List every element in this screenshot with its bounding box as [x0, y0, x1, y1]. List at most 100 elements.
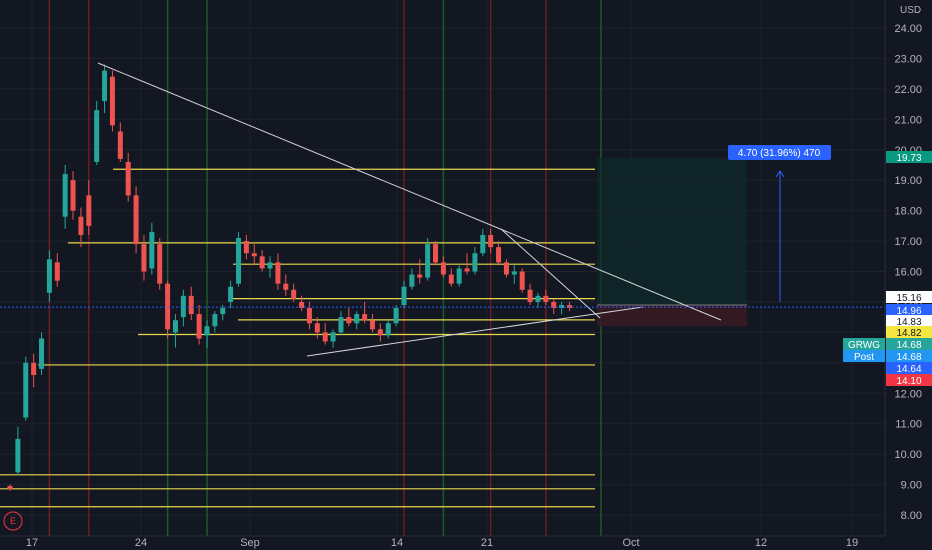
- price-tag-value: 14.83: [896, 317, 921, 328]
- candle-body: [15, 438, 21, 473]
- candle-body: [86, 195, 92, 226]
- position-tool[interactable]: [597, 157, 785, 327]
- candle-body: [94, 110, 100, 162]
- x-tick-label: 19: [846, 537, 858, 549]
- candle-body: [39, 338, 45, 369]
- candle-body: [496, 247, 502, 263]
- price-tag-value: 14.64: [896, 364, 921, 375]
- candle-body: [7, 486, 13, 490]
- trendlines[interactable]: [97, 62, 722, 357]
- candle-body: [275, 262, 281, 284]
- candle-body: [362, 314, 368, 321]
- price-tag-bg: [886, 374, 932, 386]
- candle-body: [54, 262, 60, 281]
- y-tick-label: 22.00: [894, 84, 922, 96]
- price-tag-bg: [886, 304, 932, 316]
- time-axis[interactable]: 17 24 Sep 14 21 Oct 12 19: [0, 535, 885, 549]
- y-tick-label: 12.00: [894, 388, 922, 400]
- x-tick-label: 14: [391, 537, 403, 549]
- price-tag-label-bg: [843, 338, 885, 350]
- y-tick-label: 19.00: [894, 175, 922, 187]
- candle-body: [188, 295, 194, 315]
- candle-body: [480, 234, 486, 254]
- trendline: [306, 306, 644, 357]
- currency-label: USD: [900, 5, 921, 16]
- candle-body: [425, 244, 431, 278]
- candle-body: [519, 271, 525, 290]
- candle-body: [172, 320, 178, 333]
- candle-body: [78, 216, 84, 235]
- candle-body: [527, 289, 533, 302]
- candle-body: [212, 314, 218, 327]
- candle-body: [23, 362, 29, 418]
- candle-body: [440, 262, 446, 275]
- y-tick-label: 8.00: [901, 510, 922, 522]
- y-tick-label: 21.00: [894, 114, 922, 126]
- candle-body: [165, 283, 171, 330]
- candle-body: [346, 317, 352, 324]
- earnings-badge[interactable]: E: [3, 511, 23, 531]
- y-tick-label: 11.00: [895, 419, 922, 431]
- y-tick-label: 10.00: [894, 449, 922, 461]
- y-tick-label: 24.00: [894, 23, 922, 35]
- target-arrow-head: [775, 170, 785, 178]
- price-tag-label: Post: [854, 352, 874, 363]
- price-tag-bg: [886, 315, 932, 327]
- candle-body: [157, 244, 163, 284]
- candle-body: [330, 332, 336, 342]
- candle-body: [228, 286, 234, 302]
- candle-body: [102, 70, 108, 102]
- candle-body: [141, 244, 147, 272]
- price-tag-value: 14.68: [896, 352, 921, 363]
- y-tick-label: 16.00: [894, 267, 922, 279]
- candle-body: [354, 314, 360, 324]
- candle-body: [180, 295, 186, 318]
- candle-body: [196, 314, 202, 339]
- candle-body: [267, 262, 273, 269]
- candle-body: [109, 76, 115, 126]
- candle-body: [125, 161, 131, 196]
- loss-zone: [597, 304, 747, 327]
- position-label: 4.70 (31.96%) 470: [738, 148, 821, 159]
- price-tag-value: 15.16: [896, 293, 921, 304]
- price-tag-label-bg: [843, 350, 885, 362]
- y-tick-label: 17.00: [894, 236, 922, 248]
- candle-body: [220, 308, 226, 315]
- candle-body: [566, 304, 572, 309]
- candle-body: [551, 301, 557, 309]
- candle-body: [306, 308, 312, 324]
- x-tick-label: 21: [481, 537, 493, 549]
- price-tag-bg: [886, 362, 932, 374]
- price-tag-bg: [886, 326, 932, 338]
- candle-body: [31, 362, 37, 375]
- x-tick-label: Sep: [240, 537, 260, 549]
- candle-body: [472, 253, 478, 272]
- x-tick-label: 24: [135, 537, 147, 549]
- candle-body: [283, 283, 289, 290]
- candle-body: [385, 323, 391, 336]
- candle-body: [322, 332, 328, 342]
- candle-body: [46, 259, 52, 293]
- candle-body: [369, 320, 375, 330]
- candle-body: [204, 326, 210, 336]
- price-tag-value: 19.73: [896, 153, 921, 164]
- candle-body: [236, 238, 242, 284]
- profit-zone: [597, 157, 747, 305]
- price-tag-label: GRWG: [848, 340, 880, 351]
- candle-body: [251, 253, 257, 257]
- candles: [7, 64, 572, 491]
- trendline: [500, 228, 601, 319]
- candle-body: [70, 180, 76, 211]
- price-tag-bg: [886, 338, 932, 350]
- candle-body: [393, 308, 399, 324]
- candle-body: [149, 231, 155, 269]
- candle-body: [314, 323, 320, 333]
- trendline: [97, 62, 722, 321]
- candle-body: [559, 304, 565, 309]
- price-tag-value: 14.68: [896, 340, 921, 351]
- price-tag-value: 14.96: [896, 306, 921, 317]
- x-tick-label: 12: [755, 537, 767, 549]
- x-tick-label: 17: [26, 537, 38, 549]
